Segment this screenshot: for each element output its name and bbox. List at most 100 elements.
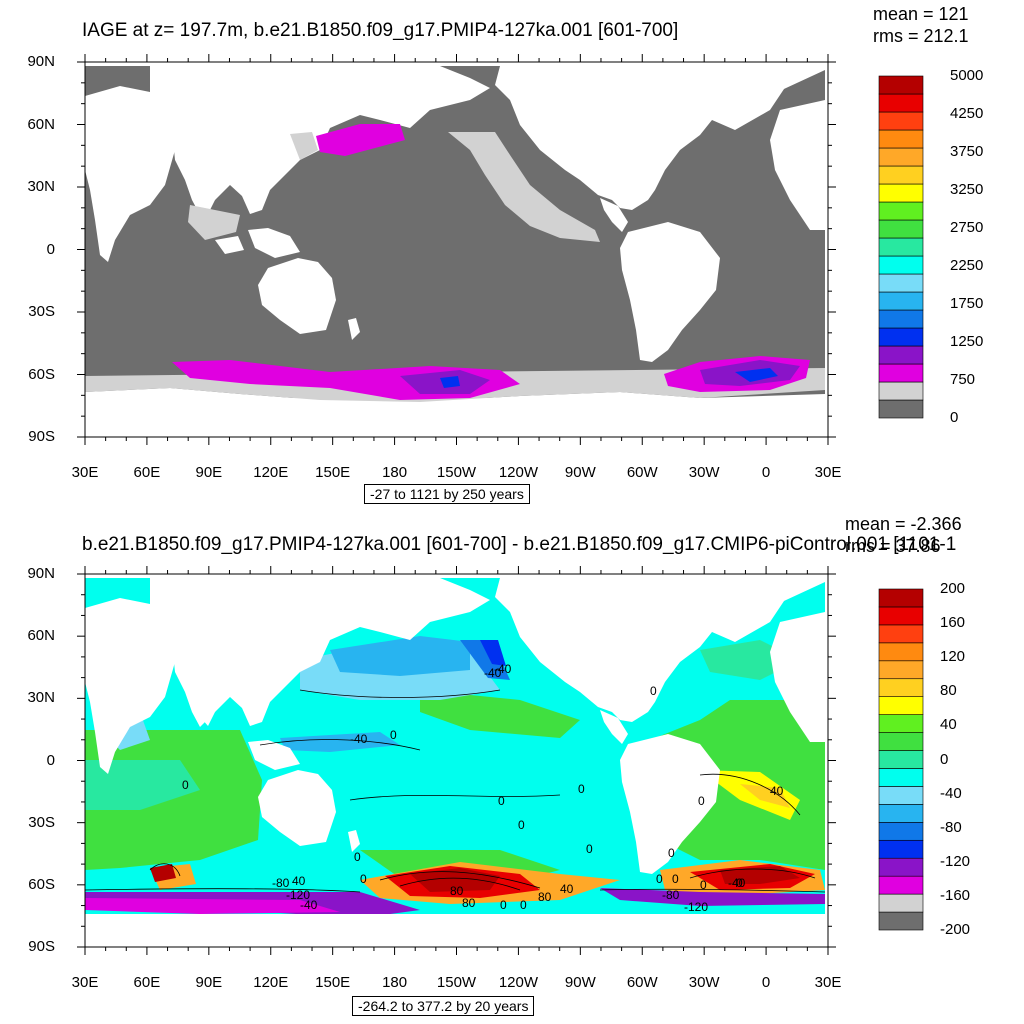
y-tick-label: 30N — [27, 689, 55, 707]
colorbar-box — [878, 642, 924, 662]
colorbar-box — [878, 804, 924, 823]
colorbar-tick-label: 1750 — [950, 295, 984, 312]
bottom-rms-stat: rms = 37.86 — [845, 536, 941, 556]
bottom-contour-info-box: -264.2 to 377.2 by 20 years — [352, 996, 535, 1016]
contour-label: 0 — [656, 872, 663, 886]
colorbar-box — [878, 786, 924, 805]
top-panel-title: IAGE at z= 197.7m, b.e21.B1850.f09_g17.P… — [82, 20, 679, 41]
contour-label: 0 — [182, 778, 189, 792]
colorbar-box — [878, 381, 924, 401]
contour-label: 0 — [578, 782, 585, 796]
colorbar-tick-label: -40 — [940, 784, 962, 802]
bottom-sky-blue-regions — [280, 636, 470, 752]
colorbar-box — [878, 822, 924, 841]
colorbar-box — [878, 237, 924, 257]
x-tick-label: 60W — [626, 974, 658, 991]
colorbar-tick-label: 160 — [940, 614, 966, 632]
colorbar-box — [878, 714, 924, 733]
colorbar-tick-label: 80 — [940, 682, 957, 700]
x-tick-label: 30W — [688, 974, 720, 991]
x-tick-label: 30E — [71, 464, 99, 481]
colorbar-box — [878, 588, 924, 608]
top-map — [85, 62, 828, 437]
colorbar-box — [878, 768, 924, 787]
bottom-mean-stat: mean = -2.366 — [845, 514, 962, 534]
bottom-colorbar — [878, 588, 924, 931]
top-blue-regions — [440, 368, 778, 388]
x-tick-label: 120W — [498, 974, 538, 991]
colorbar-box — [878, 839, 924, 859]
x-tick-label: 150E — [315, 464, 351, 481]
contour-label: 0 — [390, 728, 397, 742]
x-tick-label: 60E — [133, 464, 161, 481]
x-tick-label: 90E — [195, 464, 223, 481]
colorbar-tick-label: 2750 — [950, 219, 984, 236]
colorbar-box — [878, 219, 924, 239]
colorbar-box — [878, 327, 924, 347]
bottom-land — [85, 578, 825, 947]
contour-label: 0 — [586, 842, 593, 856]
colorbar-box — [878, 201, 924, 221]
x-tick-label: 0 — [761, 974, 771, 991]
contour-label: 40 — [770, 784, 784, 798]
colorbar-box — [878, 678, 924, 697]
contour-label: 0 — [736, 876, 743, 890]
contour-label: 40 — [292, 874, 306, 888]
colorbar-box — [878, 857, 924, 877]
y-tick-label: 60N — [27, 115, 55, 133]
top-colorbar — [878, 75, 924, 419]
x-tick-label: 30W — [688, 464, 720, 481]
y-tick-label: 0 — [46, 751, 55, 769]
bottom-panel-title: b.e21.B1850.f09_g17.PMIP4-127ka.001 [601… — [82, 534, 957, 555]
contour-label: 0 — [672, 872, 679, 886]
x-tick-label: 60W — [626, 464, 658, 481]
colorbar-box — [878, 893, 924, 913]
contour-label: -120 — [286, 888, 311, 902]
contour-label: 0 — [500, 898, 507, 912]
bottom-contour-lines — [85, 689, 826, 893]
colorbar-box — [878, 255, 924, 275]
contour-label: 0 — [668, 846, 675, 860]
colorbar-box — [878, 147, 924, 167]
colorbar-tick-label: -120 — [940, 852, 971, 870]
y-tick-label: 90N — [27, 565, 55, 582]
bottom-gold-regions — [740, 784, 790, 808]
contour-label: 0 — [518, 818, 525, 832]
colorbar-tick-label: 5000 — [950, 67, 984, 84]
y-tick-label: 60S — [28, 875, 55, 893]
x-tick-label: 30E — [814, 464, 842, 481]
colorbar-tick-label: 3750 — [950, 143, 984, 160]
colorbar-box — [878, 345, 924, 365]
contour-label: 0 — [520, 898, 527, 912]
colorbar-tick-label: -200 — [940, 921, 971, 938]
colorbar-box — [878, 111, 924, 131]
colorbar-tick-label: 2250 — [950, 257, 984, 274]
colorbar-tick-label: -160 — [940, 886, 971, 904]
bottom-yellow-regions — [700, 770, 800, 820]
x-tick-label: 180 — [382, 464, 408, 481]
colorbar-tick-label: 4250 — [950, 105, 984, 122]
colorbar-box — [878, 606, 924, 626]
colorbar-box — [878, 732, 924, 751]
x-tick-label: 60E — [133, 974, 161, 991]
x-tick-label: 90E — [195, 974, 223, 991]
axis-ticks — [77, 54, 836, 955]
contour-label: 0 — [650, 684, 657, 698]
colorbar-tick-label: 1250 — [950, 333, 984, 350]
contour-label: -120 — [684, 900, 709, 914]
contour-label: -80 — [662, 888, 680, 902]
x-tick-label: 180 — [382, 974, 408, 991]
colorbar-box — [878, 273, 924, 293]
colorbar-box — [878, 309, 924, 329]
x-tick-label: 150W — [436, 974, 477, 991]
colorbar-tick-label: 40 — [940, 716, 957, 734]
contour-label: -80 — [272, 876, 290, 890]
top-contour-info-box: -27 to 1121 by 250 years — [364, 484, 530, 504]
bottom-blue-regions — [480, 640, 506, 666]
bottom-map — [85, 574, 828, 947]
colorbar-box — [878, 875, 924, 895]
colorbar-box — [878, 750, 924, 769]
contour-label: 80 — [538, 890, 552, 904]
x-tick-label: 150W — [436, 464, 477, 481]
